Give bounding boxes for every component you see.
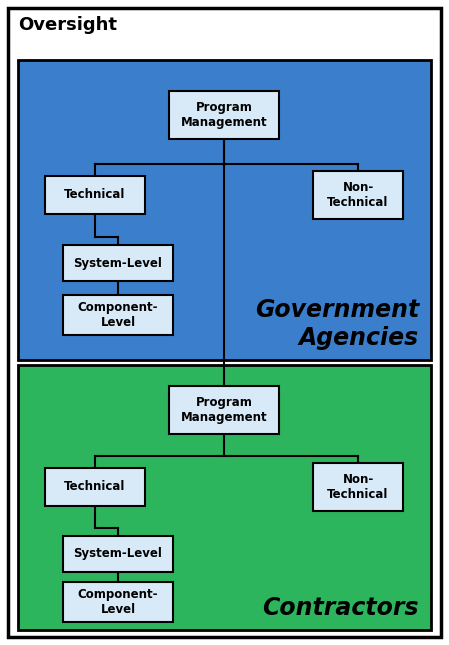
Text: Component-
Level: Component- Level: [78, 301, 158, 329]
Text: System-Level: System-Level: [74, 257, 163, 270]
Text: Contractors: Contractors: [262, 596, 419, 620]
Text: Non-
Technical: Non- Technical: [327, 473, 389, 501]
Bar: [18, 60, 431, 360]
Bar: [313, 463, 403, 511]
Text: Oversight: Oversight: [18, 16, 117, 34]
Bar: [63, 295, 173, 335]
Bar: [63, 536, 173, 572]
Text: Non-
Technical: Non- Technical: [327, 181, 389, 209]
Text: System-Level: System-Level: [74, 548, 163, 561]
Bar: [45, 176, 145, 214]
Bar: [63, 582, 173, 622]
Bar: [18, 365, 431, 630]
Bar: [45, 468, 145, 506]
Text: Technical: Technical: [64, 481, 126, 493]
Text: Component-
Level: Component- Level: [78, 588, 158, 616]
Text: Technical: Technical: [64, 188, 126, 201]
Text: Program
Management: Program Management: [180, 396, 267, 424]
Text: Program
Management: Program Management: [180, 101, 267, 129]
Bar: [63, 245, 173, 281]
Bar: [313, 171, 403, 219]
Bar: [169, 386, 279, 434]
Bar: [169, 91, 279, 139]
Text: Government
Agencies: Government Agencies: [255, 298, 419, 350]
